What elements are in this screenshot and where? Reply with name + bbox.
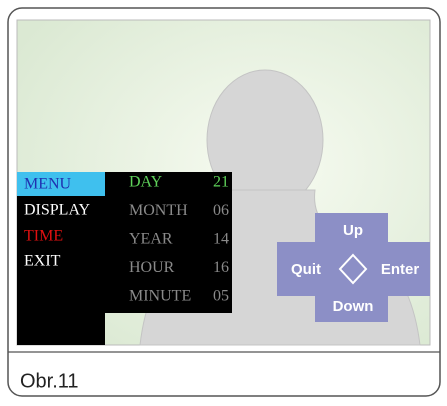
submenu-value: 16 (213, 259, 229, 276)
submenu-label: DAY (129, 174, 163, 191)
submenu-value: 14 (213, 231, 229, 248)
submenu-label: MONTH (129, 202, 188, 219)
caption: Obr.11 (20, 370, 79, 392)
menu-item[interactable]: MENU (24, 176, 72, 193)
dpad-down[interactable]: Down (333, 298, 374, 315)
dpad-right[interactable]: Enter (381, 261, 420, 278)
submenu-label: YEAR (129, 231, 173, 248)
submenu-value: 21 (213, 174, 229, 191)
menu-item[interactable]: TIME (24, 228, 63, 245)
menu-item[interactable]: DISPLAY (24, 202, 91, 219)
figure: MENU DISPLAY TIME EXIT DAY 21 MONTH 06 YEAR 1… (0, 0, 447, 401)
menu-item[interactable]: EXIT (24, 253, 61, 270)
submenu-label: HOUR (129, 259, 175, 276)
submenu-value: 05 (213, 288, 229, 305)
submenu-label: MINUTE (129, 288, 191, 305)
dpad-up[interactable]: Up (343, 222, 363, 239)
submenu-value: 06 (213, 202, 229, 219)
dpad-left[interactable]: Quit (291, 261, 321, 278)
